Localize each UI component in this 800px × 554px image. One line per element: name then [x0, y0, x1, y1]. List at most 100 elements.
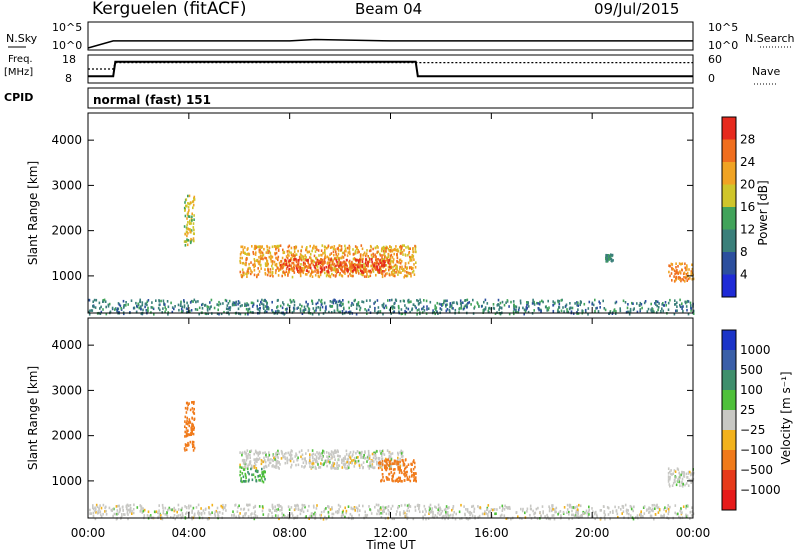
data-cell [435, 308, 437, 311]
data-cell [187, 403, 189, 407]
data-cell [113, 507, 115, 511]
data-cell [395, 299, 398, 302]
data-cell [192, 441, 195, 444]
data-cell [266, 307, 268, 311]
data-cell [184, 406, 187, 410]
data-cell [376, 462, 378, 466]
data-cell [434, 307, 436, 310]
data-cell [304, 254, 307, 257]
data-cell [548, 517, 550, 521]
data-cell [552, 508, 554, 511]
data-cell [316, 260, 319, 263]
data-cell [673, 478, 676, 482]
data-cell [302, 461, 305, 464]
data-cell [384, 259, 387, 263]
data-cell [504, 504, 506, 508]
data-cell [114, 308, 116, 311]
data-cell [358, 272, 360, 275]
data-cell [239, 304, 242, 308]
data-cell [400, 308, 403, 311]
velocity-colorbar-title: Velocity [m s⁻¹] [779, 371, 793, 464]
data-cell [186, 238, 188, 241]
data-cell [225, 509, 227, 512]
data-cell [557, 300, 560, 304]
data-cell [546, 309, 548, 312]
data-cell [357, 261, 360, 264]
data-cell [391, 504, 394, 508]
data-cell [673, 269, 676, 272]
data-cell [291, 512, 293, 515]
data-cell [416, 309, 419, 312]
data-cell [264, 256, 266, 260]
data-cell [395, 245, 397, 248]
data-cell [311, 462, 313, 466]
data-cell [309, 461, 312, 464]
data-cell [440, 308, 443, 311]
data-cell [522, 306, 524, 310]
data-cell [566, 508, 569, 511]
data-cell [667, 475, 670, 478]
data-cell [364, 510, 366, 514]
data-cell [361, 258, 363, 262]
data-cell [412, 467, 415, 471]
data-cell [676, 301, 678, 304]
data-cell [591, 507, 593, 510]
data-cell [265, 251, 268, 254]
data-cell [315, 460, 317, 464]
data-cell [412, 256, 414, 259]
data-cell [358, 504, 360, 507]
colorbar-segment [722, 139, 736, 162]
data-cell [311, 512, 313, 515]
data-cell [193, 198, 196, 201]
data-cell [265, 464, 267, 468]
data-cell [611, 312, 614, 315]
data-cell [284, 457, 287, 461]
data-cell [240, 275, 243, 278]
data-cell [279, 505, 282, 508]
data-cell [342, 302, 344, 306]
data-cell [647, 507, 650, 511]
data-cell [413, 479, 415, 482]
data-cell [264, 268, 266, 271]
data-cell [257, 273, 260, 276]
data-cell [359, 258, 361, 262]
data-cell [444, 517, 446, 521]
data-cell [363, 265, 365, 269]
data-cell [92, 507, 95, 511]
data-cell [667, 472, 670, 475]
data-cell [261, 471, 263, 474]
data-cell [398, 306, 400, 310]
data-cell [259, 451, 262, 455]
data-cell [95, 298, 98, 302]
data-cell [236, 510, 239, 513]
y-tick-label: 2000 [51, 429, 82, 443]
data-cell [592, 510, 594, 513]
data-cell [355, 312, 358, 316]
data-cell [193, 214, 195, 217]
data-cell [275, 464, 278, 467]
data-cell [387, 505, 390, 508]
data-cell [353, 299, 356, 303]
data-cell [262, 506, 264, 510]
data-cell [425, 517, 427, 521]
data-cell [492, 508, 494, 512]
data-cell [627, 303, 629, 306]
data-cell [266, 244, 268, 248]
data-cell [301, 270, 304, 273]
data-cell [315, 302, 317, 306]
data-cell [411, 258, 413, 262]
data-cell [309, 256, 312, 260]
data-cell [372, 456, 375, 460]
data-cell [260, 462, 263, 466]
data-cell [374, 454, 377, 458]
data-cell [318, 456, 321, 460]
data-cell [286, 456, 288, 460]
data-cell [262, 474, 264, 478]
data-cell [248, 472, 250, 476]
data-cell [603, 505, 605, 508]
data-cell [271, 515, 274, 518]
data-cell [204, 312, 207, 315]
data-cell [347, 274, 350, 278]
data-cell [359, 509, 361, 512]
data-cell [664, 301, 667, 304]
